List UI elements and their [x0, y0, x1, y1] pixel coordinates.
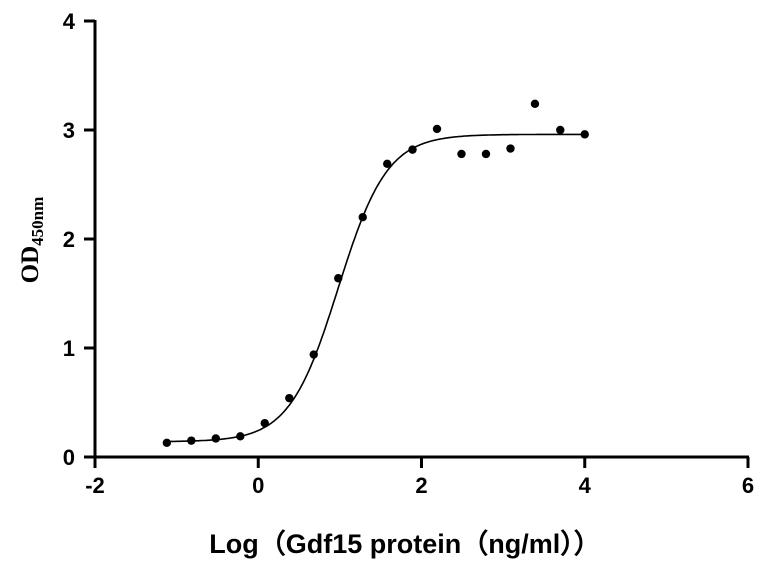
data-point: [162, 438, 172, 448]
y-tick-label: 1: [63, 336, 75, 361]
data-point: [580, 130, 589, 139]
y-axis-label: OD450nm: [17, 197, 47, 284]
x-tick-label: 4: [579, 473, 592, 498]
data-point: [432, 124, 442, 134]
data-point: [506, 144, 515, 153]
y-tick-label: 0: [63, 445, 75, 470]
data-point: [358, 213, 367, 222]
fit-curve: [166, 133, 585, 443]
data-point: [556, 125, 565, 135]
x-tick-label: 2: [415, 473, 427, 498]
data-point: [383, 159, 392, 168]
data-point: [260, 419, 269, 428]
y-tick-label: 2: [63, 227, 75, 252]
y-tick-label: 4: [63, 9, 76, 34]
y-axis-label-main: OD: [17, 246, 44, 284]
data-point: [481, 149, 491, 159]
data-point: [530, 99, 540, 109]
data-point: [236, 432, 245, 441]
axes: -2 0 2 4 6 0 1 2 3 4: [63, 9, 754, 498]
x-tick-label: -2: [85, 473, 105, 498]
y-axis-label-sub: 450nm: [28, 197, 47, 246]
data-point: [408, 145, 417, 154]
data-point: [457, 149, 466, 159]
x-tick-label: 6: [742, 473, 754, 498]
data-point: [309, 350, 318, 359]
data-point: [285, 393, 294, 403]
data-points: [162, 99, 589, 448]
data-point: [211, 434, 221, 443]
data-point: [187, 436, 196, 445]
data-point: [334, 274, 343, 283]
x-axis-label: Log（Gdf15 protein（ng/ml））: [209, 529, 601, 559]
x-tick-label: 0: [252, 473, 264, 498]
y-tick-label: 3: [63, 118, 75, 143]
